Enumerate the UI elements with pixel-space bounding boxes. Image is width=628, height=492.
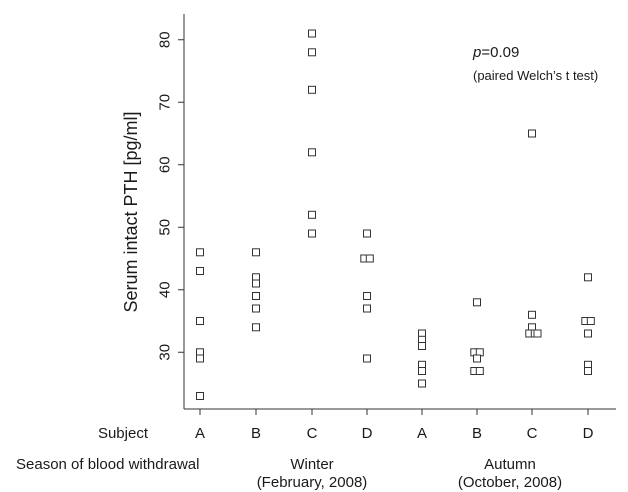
p-value-annotation: p=0.09 [472,44,519,61]
data-point [196,392,204,400]
data-point [308,148,316,157]
data-point [528,310,536,319]
data-point [584,367,592,375]
season-row-label: Season of blood withdrawal [16,456,199,473]
y-tick-label: 30 [157,344,174,361]
data-point [196,267,204,275]
data-point [418,342,426,350]
subject-category-label: A [195,425,205,442]
data-point [252,279,260,288]
test-annotation: (paired Welch’s t test) [473,68,598,83]
y-tick-label: 80 [157,31,174,48]
subject-category-label: D [362,425,373,442]
data-point [363,304,371,313]
data-point [308,85,316,94]
data-point [363,229,371,238]
data-point [473,298,481,307]
subject-category-label: B [472,425,482,442]
data-point [308,210,316,219]
y-axis-label: Serum intact PTH [pg/ml] [121,111,141,312]
subject-category-label: C [307,425,318,442]
season-autumn-date: (October, 2008) [458,474,562,491]
data-point [584,273,592,282]
data-point [528,129,536,138]
season-winter-date: (February, 2008) [257,474,368,491]
y-tick-label: 40 [157,281,174,298]
data-point [586,317,595,325]
data-point [363,292,371,300]
data-point [584,329,592,338]
data-point [196,248,204,257]
data-point [252,248,260,257]
data-point [308,29,316,38]
subject-category-label: D [583,425,594,442]
data-point [418,379,426,388]
data-point [473,354,481,363]
subject-category-label: B [251,425,261,442]
subject-category-label: A [417,425,427,442]
data-point [365,254,374,263]
y-axis-ticks: 30 40 50 60 70 80 [157,31,184,361]
data-point [418,367,426,375]
data-points [196,29,595,400]
data-point [252,292,260,300]
subject-category-label: C [527,425,538,442]
data-point [533,329,542,338]
data-point [363,354,371,363]
data-point [196,354,204,363]
data-point [308,48,316,57]
y-tick-label: 70 [157,94,174,111]
y-tick-label: 60 [157,156,174,173]
season-winter-name: Winter [290,456,333,473]
data-point [196,317,204,325]
p-letter: p [472,44,481,61]
data-point [252,304,260,313]
season-autumn-name: Autumn [484,456,536,473]
data-point [308,229,316,238]
data-point [252,323,260,332]
p-value: =0.09 [481,44,519,61]
subject-row-label: Subject [98,425,149,442]
y-tick-label: 50 [157,219,174,236]
data-point [475,367,484,375]
